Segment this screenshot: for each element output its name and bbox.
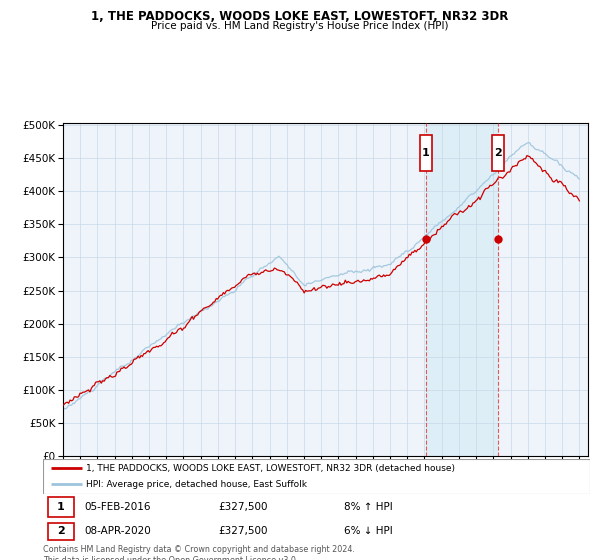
Text: 05-FEB-2016: 05-FEB-2016 <box>84 502 151 512</box>
Text: 08-APR-2020: 08-APR-2020 <box>84 526 151 536</box>
FancyBboxPatch shape <box>47 497 74 517</box>
Text: 8% ↑ HPI: 8% ↑ HPI <box>344 502 393 512</box>
FancyBboxPatch shape <box>43 459 590 494</box>
Text: 1, THE PADDOCKS, WOODS LOKE EAST, LOWESTOFT, NR32 3DR (detached house): 1, THE PADDOCKS, WOODS LOKE EAST, LOWEST… <box>86 464 455 473</box>
FancyBboxPatch shape <box>420 135 432 171</box>
FancyBboxPatch shape <box>47 522 74 540</box>
Text: HPI: Average price, detached house, East Suffolk: HPI: Average price, detached house, East… <box>86 480 307 489</box>
Text: £327,500: £327,500 <box>218 526 268 536</box>
Text: 1: 1 <box>422 148 430 158</box>
Text: £327,500: £327,500 <box>218 502 268 512</box>
Text: 6% ↓ HPI: 6% ↓ HPI <box>344 526 393 536</box>
Text: 2: 2 <box>57 526 65 536</box>
Text: 1: 1 <box>57 502 65 512</box>
Text: Price paid vs. HM Land Registry's House Price Index (HPI): Price paid vs. HM Land Registry's House … <box>151 21 449 31</box>
Bar <box>426 123 498 456</box>
Text: 1, THE PADDOCKS, WOODS LOKE EAST, LOWESTOFT, NR32 3DR: 1, THE PADDOCKS, WOODS LOKE EAST, LOWEST… <box>91 10 509 23</box>
Text: Contains HM Land Registry data © Crown copyright and database right 2024.
This d: Contains HM Land Registry data © Crown c… <box>43 545 355 560</box>
FancyBboxPatch shape <box>492 135 504 171</box>
Text: 2: 2 <box>494 148 502 158</box>
